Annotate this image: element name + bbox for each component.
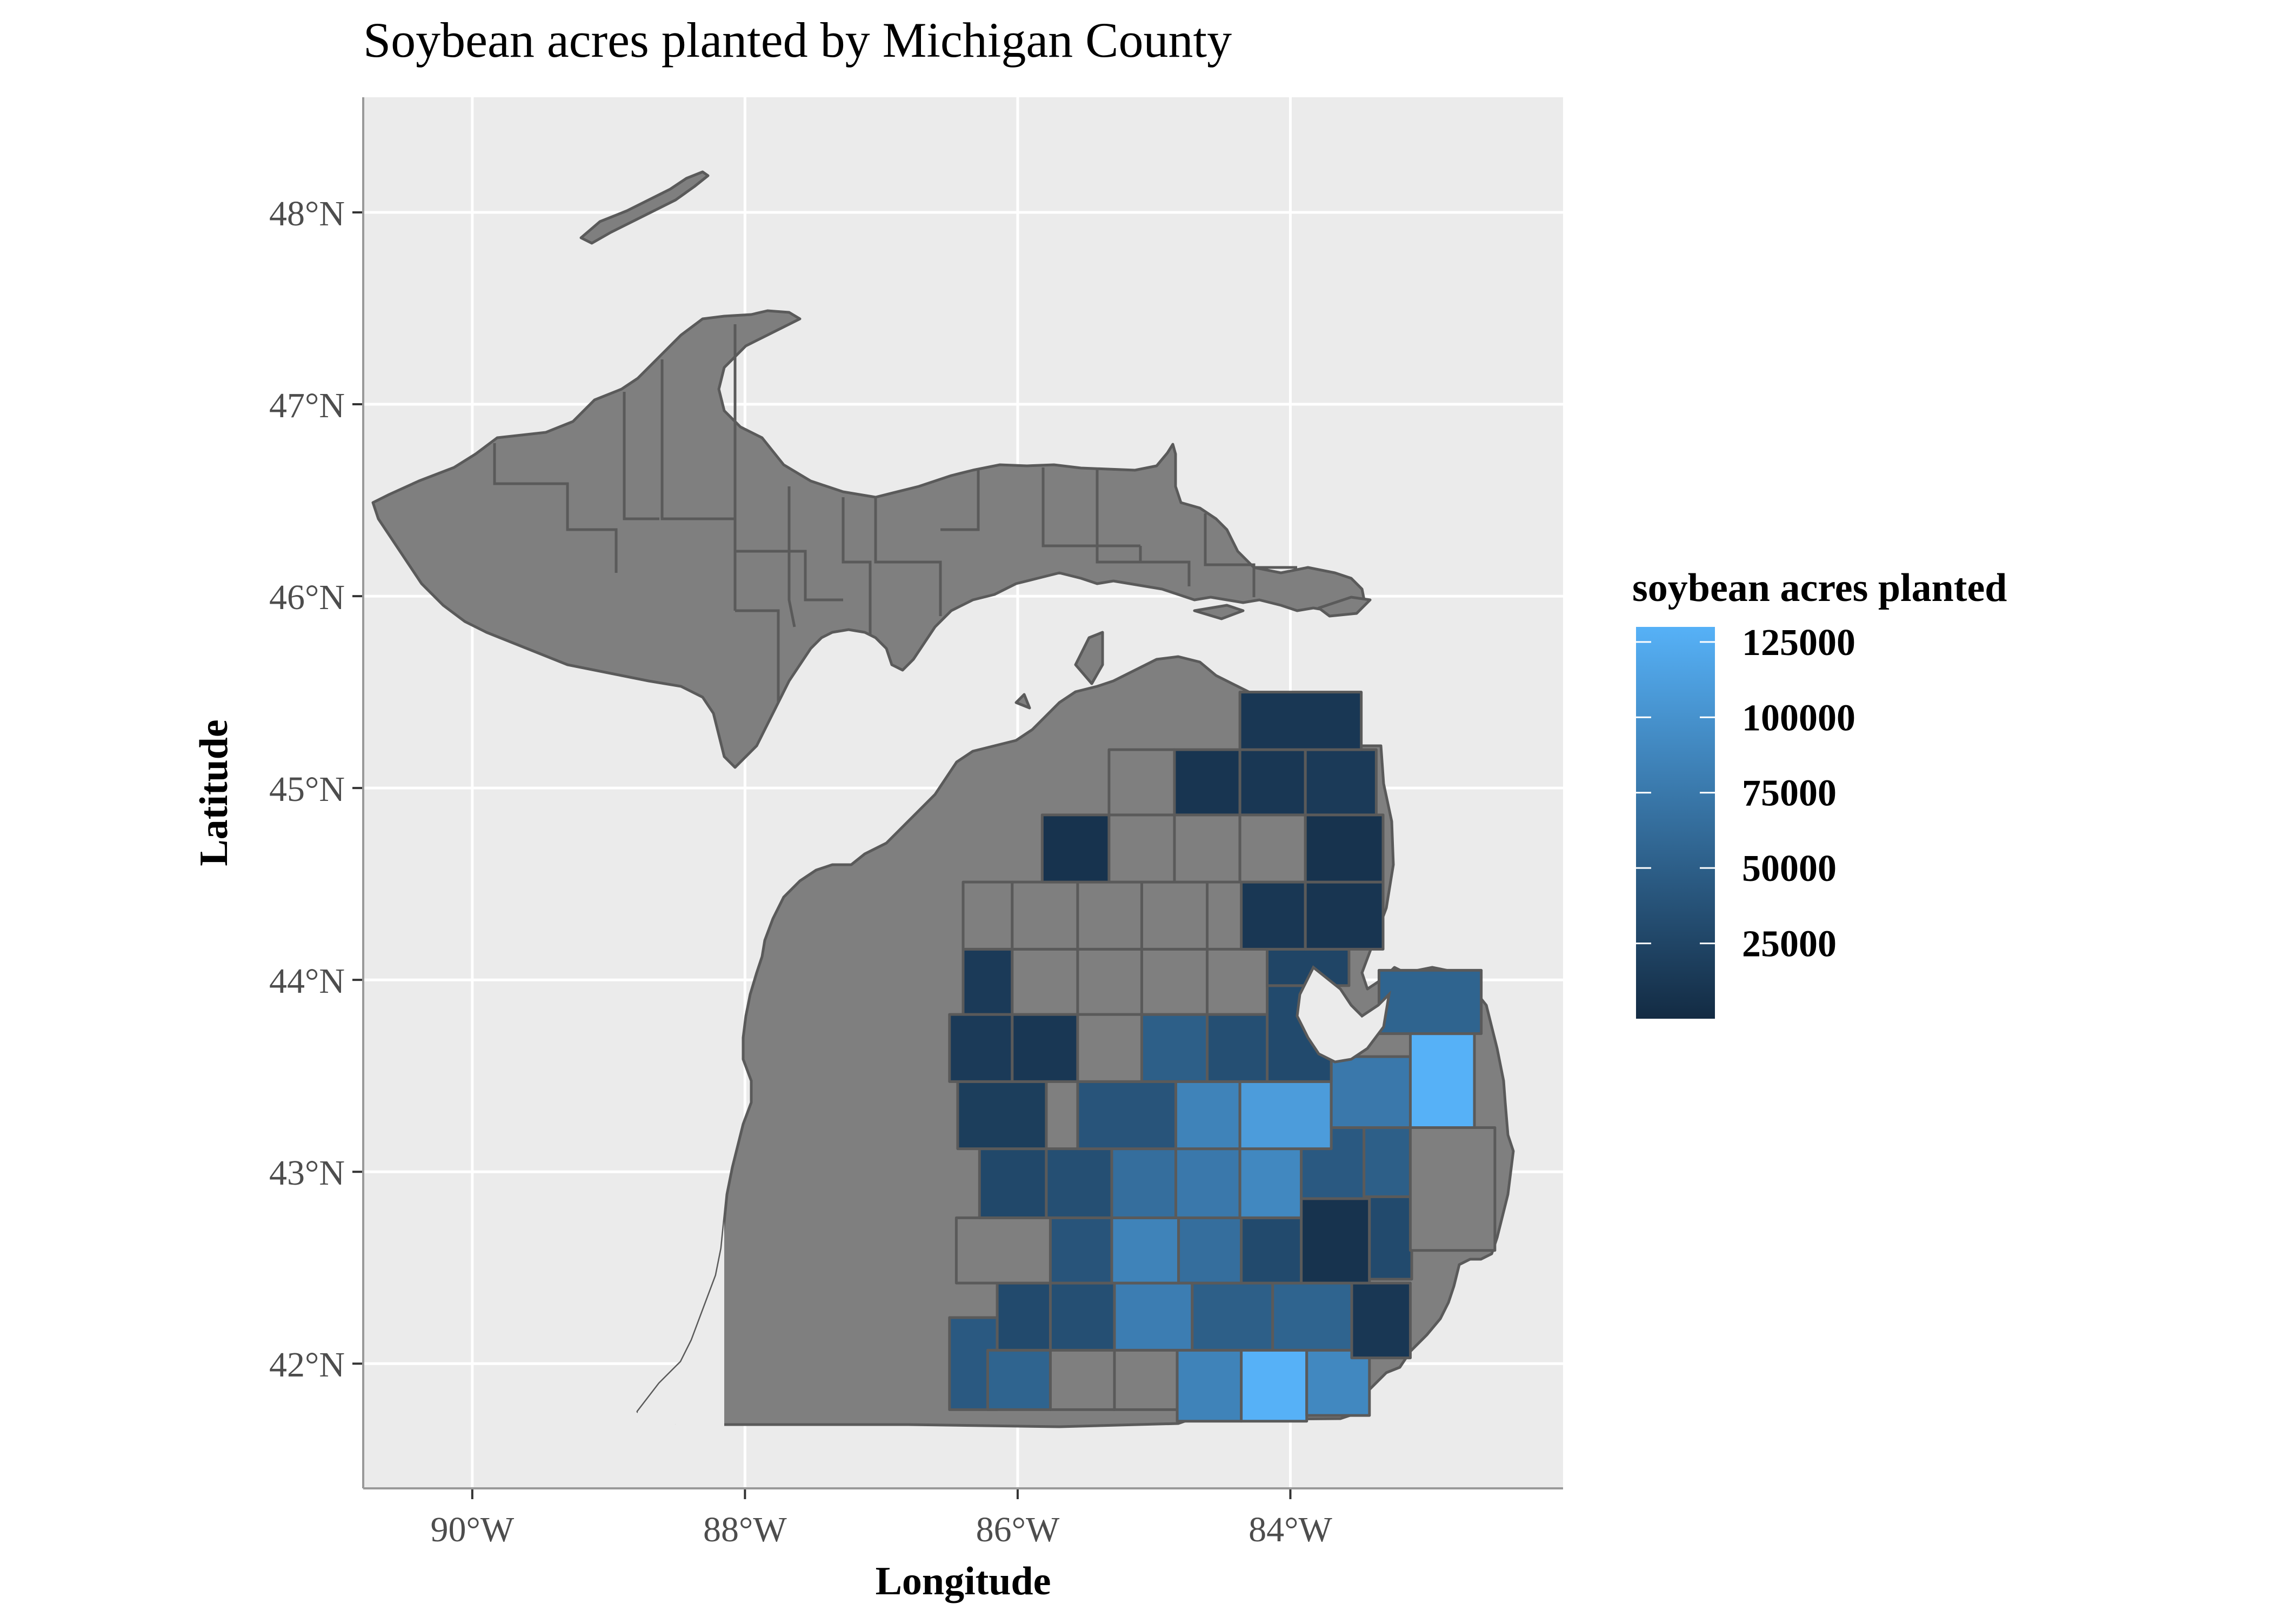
x-axis-label: Longitude: [876, 1559, 1051, 1603]
county-28: [956, 1080, 1048, 1151]
county-27: [1408, 1126, 1497, 1252]
north-fox-island: [1014, 693, 1031, 710]
x-tick-label-3: 84°W: [1248, 1510, 1332, 1549]
saginaw-bay: [1296, 965, 1391, 1064]
upper-peninsula: [371, 309, 1366, 769]
x-tick-label-1: 88°W: [703, 1510, 787, 1549]
legend: soybean acres planted 125000 100000 75000 5…: [1632, 566, 2007, 1019]
county-54: [1107, 813, 1176, 884]
isle-royale: [579, 170, 710, 245]
county-49: [1076, 880, 1143, 951]
y-axis-label: Latitude: [192, 719, 236, 866]
county-17: [1240, 1216, 1303, 1285]
y-tick-label-3: 45°N: [269, 770, 345, 809]
county-19: [1368, 1195, 1413, 1281]
county-7: [996, 1281, 1052, 1352]
x-tick-label-2: 86°W: [976, 1510, 1060, 1549]
legend-label-1: 100000: [1742, 697, 1855, 739]
legend-title: soybean acres planted: [1632, 566, 2007, 610]
county-40: [1377, 968, 1483, 1035]
legend-label-0: 125000: [1742, 622, 1855, 664]
chart-title: Soybean acres planted by Michigan County: [363, 12, 1232, 68]
county-29: [1076, 1080, 1178, 1151]
county-60: [1238, 748, 1307, 817]
county-11: [1271, 1281, 1353, 1352]
bois-blanc-island: [1193, 604, 1245, 620]
landmass: [371, 170, 1515, 1459]
y-tick-label-2: 44°N: [269, 961, 345, 1001]
county-16: [1177, 1216, 1243, 1285]
county-8: [1049, 1281, 1116, 1352]
county-44: [1140, 947, 1209, 1016]
county-52: [1304, 880, 1385, 951]
county-6: [1305, 1348, 1371, 1417]
county-43: [1076, 947, 1143, 1016]
county-14: [1049, 1216, 1113, 1285]
y-tick-label-5: 47°N: [269, 386, 345, 425]
county-15: [1110, 1216, 1180, 1285]
county-41: [962, 947, 1014, 1016]
county-10: [1191, 1281, 1274, 1352]
county-20: [978, 1147, 1048, 1219]
county-21: [1045, 1147, 1113, 1219]
x-tick-label-0: 90°W: [430, 1510, 514, 1549]
county-2: [1049, 1348, 1116, 1411]
county-18: [1300, 1197, 1371, 1285]
upper-peninsula-county-lines: [493, 324, 1297, 703]
county-24: [1238, 1147, 1303, 1219]
county-1: [986, 1348, 1052, 1411]
county-4: [1176, 1348, 1243, 1423]
county-22: [1110, 1147, 1178, 1219]
county-55: [1173, 813, 1241, 884]
county-26: [1363, 1126, 1412, 1198]
county-56: [1238, 813, 1307, 884]
county-35: [1011, 1013, 1079, 1083]
county-57: [1304, 813, 1385, 884]
county-62: [1238, 691, 1363, 751]
county-53: [1040, 813, 1111, 884]
county-51: [1240, 880, 1307, 951]
county-33: [1408, 1032, 1476, 1130]
county-3: [1113, 1348, 1179, 1411]
legend-label-4: 25000: [1742, 924, 1837, 965]
county-47: [962, 880, 1014, 951]
county-48: [1011, 880, 1079, 951]
county-cells: [948, 691, 1497, 1423]
county-42: [1011, 947, 1079, 1016]
county-9: [1113, 1281, 1194, 1352]
y-tick-label-0: 42°N: [269, 1345, 345, 1385]
county-32: [1330, 1055, 1412, 1130]
county-58: [1107, 748, 1176, 817]
county-38: [1206, 1013, 1269, 1083]
county-59: [1173, 748, 1241, 817]
legend-ticks: 125000 100000 75000 50000 25000: [1636, 622, 1855, 965]
drummond-island: [1317, 596, 1372, 618]
county-31: [1238, 1080, 1333, 1151]
county-34: [948, 1013, 1014, 1083]
county-12: [1350, 1281, 1412, 1360]
county-50: [1140, 880, 1209, 951]
legend-colorbar: [1636, 627, 1715, 1019]
y-tick-label-4: 46°N: [269, 578, 345, 617]
beaver-island: [1074, 631, 1104, 685]
county-23: [1174, 1147, 1241, 1219]
lake-michigan-shore: [638, 789, 724, 1459]
county-13: [954, 1216, 1052, 1285]
county-5: [1240, 1348, 1308, 1423]
y-tick-label-6: 48°N: [269, 194, 345, 233]
y-axis: 42°N 43°N 44°N 45°N 46°N 47°N 48°N: [269, 194, 363, 1385]
y-tick-label-1: 43°N: [269, 1153, 345, 1193]
county-61: [1304, 748, 1378, 817]
county-30: [1174, 1080, 1241, 1151]
legend-label-2: 75000: [1742, 773, 1837, 814]
legend-label-3: 50000: [1742, 848, 1837, 890]
x-axis: 90°W 88°W 86°W 84°W: [430, 1488, 1333, 1549]
county-36: [1076, 1013, 1143, 1083]
county-37: [1140, 1013, 1209, 1083]
county-45: [1206, 947, 1269, 1016]
